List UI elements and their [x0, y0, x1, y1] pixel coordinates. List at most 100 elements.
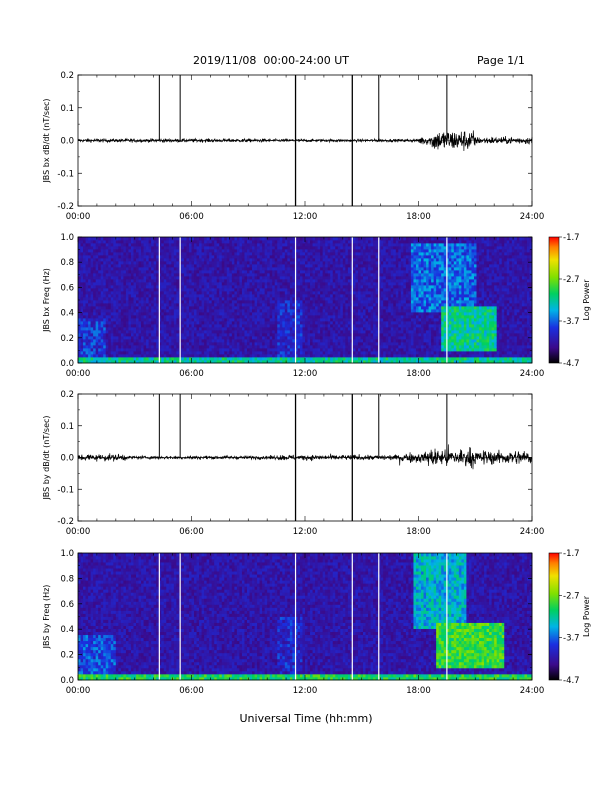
heatmap-cell: [307, 345, 311, 349]
heatmap-cell: [93, 243, 97, 247]
heatmap-cell: [148, 279, 152, 283]
heatmap-cell: [138, 291, 142, 295]
heatmap-cell: [100, 315, 104, 319]
heatmap-cell: [183, 246, 187, 250]
heatmap-cell: [85, 267, 89, 271]
heatmap-cell: [287, 315, 291, 319]
heatmap-cell: [108, 261, 112, 265]
heatmap-cell: [143, 237, 147, 241]
heatmap-cell: [254, 252, 258, 256]
heatmap-cell: [88, 351, 92, 355]
heatmap-cell: [294, 330, 298, 334]
heatmap-cell: [320, 309, 324, 313]
heatmap-cell: [105, 333, 109, 337]
heatmap-cell: [221, 348, 225, 352]
heatmap-cell: [216, 240, 220, 244]
heatmap-cell: [254, 267, 258, 271]
heatmap-cell: [148, 339, 152, 343]
heatmap-cell: [327, 312, 331, 316]
heatmap-cell: [365, 309, 369, 313]
heatmap-cell: [118, 357, 122, 361]
heatmap-cell: [340, 273, 344, 277]
heatmap-cell: [105, 324, 109, 328]
heatmap-cell: [305, 249, 308, 253]
heatmap-cell: [148, 237, 152, 241]
heatmap-cell: [284, 336, 288, 340]
heatmap-cell: [327, 333, 331, 337]
heatmap-cell: [236, 252, 240, 256]
heatmap-cell: [138, 282, 142, 286]
heatmap-cell: [305, 291, 308, 295]
heatmap-cell: [163, 336, 167, 340]
heatmap-cell: [188, 321, 192, 325]
heatmap-cell: [130, 282, 134, 286]
heatmap-cell: [368, 315, 371, 319]
heatmap-cell: [176, 285, 180, 289]
heatmap-cell: [156, 273, 160, 277]
heatmap-cell: [100, 261, 104, 265]
heatmap-cell: [320, 348, 324, 352]
heatmap-cell: [78, 354, 81, 358]
heatmap-cell: [105, 240, 109, 244]
heatmap-cell: [85, 339, 89, 343]
heatmap-cell: [320, 255, 324, 259]
heatmap-cell: [78, 240, 81, 244]
heatmap-cell: [141, 246, 144, 250]
heatmap-cell: [186, 336, 190, 340]
heatmap-cell: [221, 336, 225, 340]
heatmap-cell: [191, 321, 195, 325]
heatmap-cell: [257, 324, 260, 328]
heatmap-cell: [231, 339, 235, 343]
heatmap-cell: [327, 258, 331, 262]
heatmap-cell: [289, 237, 293, 241]
heatmap-cell: [236, 273, 240, 277]
heatmap-cell: [292, 255, 296, 259]
heatmap-cell: [90, 348, 94, 352]
heatmap-cell: [173, 306, 177, 310]
heatmap-cell: [357, 351, 361, 355]
heatmap-cell: [110, 285, 114, 289]
heatmap-cell: [214, 354, 218, 358]
heatmap-cell: [125, 282, 129, 286]
heatmap-cell: [103, 258, 107, 262]
heatmap-cell: [332, 309, 336, 313]
heatmap-cell: [141, 261, 144, 265]
heatmap-cell: [90, 297, 94, 301]
heatmap-cell: [342, 267, 346, 271]
heatmap-cell: [216, 312, 220, 316]
heatmap-cell: [171, 321, 175, 325]
heatmap-cell: [320, 333, 324, 337]
heatmap-cell: [360, 249, 364, 253]
heatmap-cell: [370, 327, 374, 331]
heatmap-cell: [105, 354, 109, 358]
heatmap-cell: [108, 312, 112, 316]
heatmap-cell: [340, 237, 344, 241]
heatmap-cell: [259, 249, 263, 253]
heatmap-cell: [206, 354, 210, 358]
heatmap-cell: [264, 279, 268, 283]
heatmap-cell: [312, 279, 316, 283]
heatmap-cell: [360, 324, 364, 328]
heatmap-cell: [214, 273, 218, 277]
heatmap-cell: [141, 345, 144, 349]
heatmap-cell: [229, 324, 233, 328]
heatmap-cell: [128, 333, 132, 337]
heatmap-cell: [239, 348, 243, 352]
heatmap-cell: [368, 288, 371, 292]
heatmap-cell: [80, 264, 84, 268]
heatmap-cell: [158, 351, 162, 355]
heatmap-cell: [115, 345, 119, 349]
heatmap-cell: [100, 297, 104, 301]
heatmap-cell: [347, 303, 351, 307]
heatmap-cell: [360, 282, 364, 286]
heatmap-cell: [337, 360, 341, 364]
heatmap-cell: [355, 267, 359, 271]
heatmap-cell: [103, 345, 107, 349]
heatmap-cell: [141, 357, 144, 361]
heatmap-cell: [120, 273, 124, 277]
heatmap-cell: [241, 339, 245, 343]
heatmap-cell: [312, 336, 316, 340]
heatmap-cell: [214, 306, 218, 310]
heatmap-cell: [368, 291, 371, 295]
heatmap-cell: [161, 285, 165, 289]
